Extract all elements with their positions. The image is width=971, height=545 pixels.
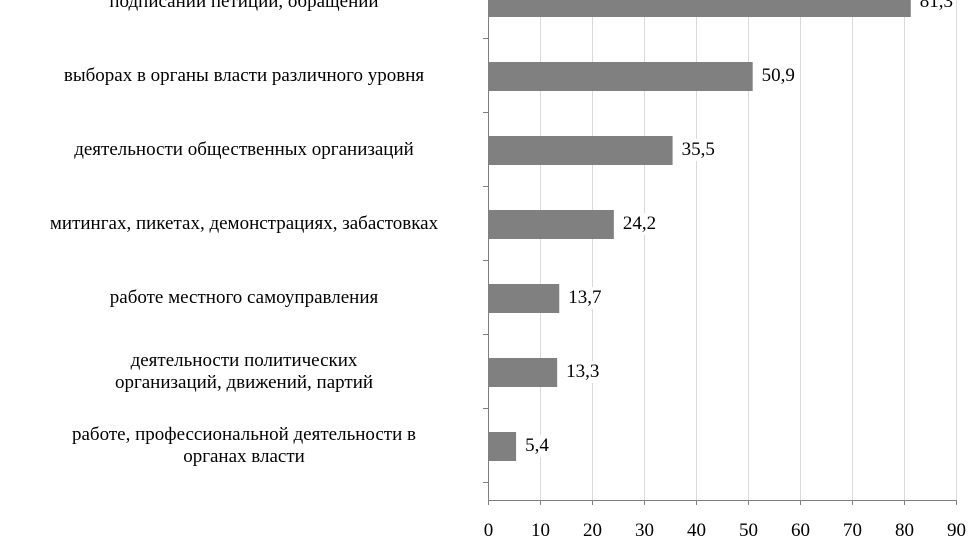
data-label: 35,5 xyxy=(680,139,716,161)
category-label: деятельности общественных организаций xyxy=(74,139,414,160)
x-tick-label: 10 xyxy=(531,520,550,541)
category-label: работе местного самоуправления xyxy=(109,287,379,308)
x-tick-label: 20 xyxy=(583,520,602,541)
category-label: работе, профессиональной деятельности в … xyxy=(72,424,416,467)
data-label: 24,2 xyxy=(621,213,658,235)
x-tick-label: 50 xyxy=(739,520,758,541)
data-label: 50,9 xyxy=(760,65,796,87)
bar xyxy=(489,284,560,313)
category-label: выборах в органы власти различного уровн… xyxy=(63,65,425,86)
bar xyxy=(489,136,673,165)
x-tick-label: 0 xyxy=(483,520,494,541)
x-tick-label: 30 xyxy=(635,520,654,541)
bar xyxy=(489,358,558,387)
data-label: 13,3 xyxy=(565,361,601,383)
x-tick-label: 90 xyxy=(947,520,966,541)
x-tick-label: 40 xyxy=(687,520,706,541)
category-label: митингах, пикетах, демонстрациях, забаст… xyxy=(49,213,439,234)
x-tick-label: 70 xyxy=(843,520,862,541)
x-tick-label: 60 xyxy=(791,520,810,541)
data-label: 13,7 xyxy=(567,287,603,309)
category-label: деятельности политических организаций, д… xyxy=(114,350,374,393)
bar xyxy=(489,0,911,17)
bar xyxy=(489,432,517,461)
data-label: 81,3 xyxy=(918,0,954,13)
bar xyxy=(489,62,753,91)
x-tick-label: 80 xyxy=(895,520,914,541)
bar xyxy=(489,210,614,239)
data-label: 5,4 xyxy=(524,435,550,457)
category-label: подписании петиций, обращений xyxy=(109,0,379,12)
